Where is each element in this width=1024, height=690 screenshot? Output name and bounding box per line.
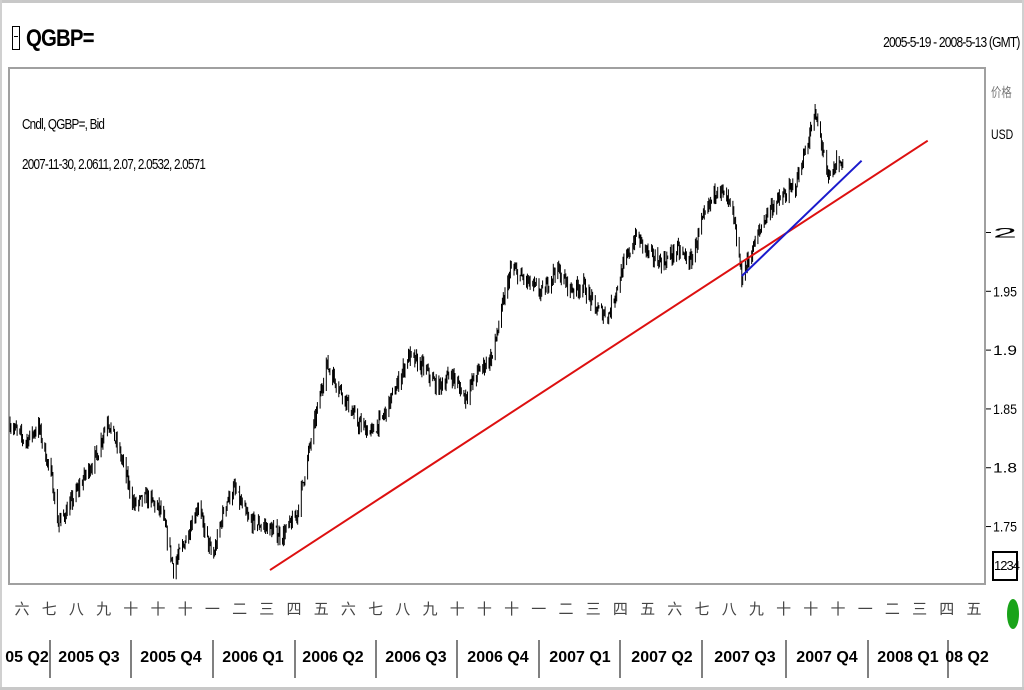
long-trendline (269, 139, 929, 571)
last-bar-info: 2007-11-30, 2.0611, 2.07, 2.0532, 2.0571 (22, 156, 206, 173)
x-quarter-label: 2006 Q1 (222, 649, 283, 666)
x-month-label: 二 (885, 600, 900, 618)
x-month-label: 十 (830, 600, 845, 618)
x-month-label: 九 (422, 600, 437, 618)
x-month-label: 四 (286, 600, 301, 618)
x-month-label: 四 (939, 600, 954, 618)
x-month-label: 五 (640, 600, 655, 618)
x-month-label: 三 (259, 600, 274, 618)
x-quarter-label: 2007 Q1 (549, 649, 610, 666)
x-month-label: 一 (531, 600, 546, 618)
x-month-label: 八 (69, 600, 84, 618)
x-month-label: 八 (722, 600, 737, 618)
x-quarter-label: 2008 Q1 (877, 649, 938, 666)
x-quarter-label: 2007 Q4 (796, 649, 857, 666)
x-month-label: 二 (232, 600, 247, 618)
x-quarter-label: 2007 Q3 (714, 649, 775, 666)
price-axis-label: 价格 (991, 85, 1012, 100)
short-trendline (741, 159, 863, 277)
x-quarter-label: 2005 Q3 (58, 649, 119, 666)
y-tick-label: 1.95 (993, 283, 1017, 299)
x-month-label: 六 (14, 600, 29, 618)
x-month-label: 十 (776, 600, 791, 618)
x-month-label: 十 (477, 600, 492, 618)
y-tick-label: 1.85 (993, 401, 1017, 417)
y-tick-label: 2 (993, 224, 1018, 240)
x-month-label: 十 (504, 600, 519, 618)
chart-window-icon[interactable] (12, 26, 20, 50)
x-quarter-label: 05 Q2 (5, 649, 49, 666)
price-value-box[interactable]: 1234 (992, 551, 1020, 581)
x-month-label: 一 (205, 600, 220, 618)
instrument-info: Cndl, QGBP=, Bid (22, 116, 105, 133)
x-quarter-label: 2005 Q4 (140, 649, 201, 666)
x-month-label: 十 (150, 600, 165, 618)
plot-area[interactable] (8, 67, 986, 585)
x-month-label: 二 (558, 600, 573, 618)
x-quarter-label: 2006 Q4 (467, 649, 528, 666)
x-month-label: 十 (178, 600, 193, 618)
y-tick-label: 1.75 (993, 519, 1017, 535)
x-month-label: 五 (966, 600, 981, 618)
candles-group (9, 104, 844, 580)
x-month-label: 六 (341, 600, 356, 618)
x-month-label: 六 (667, 600, 682, 618)
chart-title: QGBP= (26, 25, 95, 52)
y-tick-label: 1.8 (993, 460, 1017, 476)
scroll-knob-icon[interactable] (1007, 599, 1019, 629)
x-month-label: 八 (395, 600, 410, 618)
x-month-label: 十 (803, 600, 818, 618)
window-bottom-border (0, 687, 1024, 690)
x-month-label: 三 (912, 600, 927, 618)
x-month-label: 三 (586, 600, 601, 618)
x-month-label: 十 (123, 600, 138, 618)
x-month-label: 七 (42, 600, 57, 618)
x-month-label: 七 (694, 600, 709, 618)
x-month-label: 五 (314, 600, 329, 618)
x-quarter-label: 2007 Q2 (631, 649, 692, 666)
x-month-label: 九 (96, 600, 111, 618)
window-right-border (1022, 0, 1024, 690)
currency-label: USD (991, 126, 1014, 142)
window-top-border (0, 0, 1024, 3)
y-tick-label: 1.9 (993, 342, 1017, 358)
y-axis: 2 1.95 1.9 1.85 1.8 1.75 (986, 224, 1018, 535)
window-left-border (0, 0, 2, 690)
x-month-label: 九 (749, 600, 764, 618)
x-quarter-label: 2006 Q2 (302, 649, 363, 666)
x-quarter-label: 08 Q2 (945, 649, 989, 666)
x-month-label: 四 (613, 600, 628, 618)
x-axis: 六七八九十十十一二三四五六七八九十十十一二三四五六七八九十十十一二三四五05 Q… (5, 600, 989, 678)
x-quarter-label: 2006 Q3 (385, 649, 446, 666)
x-month-label: 一 (858, 600, 873, 618)
x-month-label: 十 (450, 600, 465, 618)
trendlines-group (269, 139, 929, 571)
date-range-label: 2005-5-19 - 2008-5-13 (GMT) (883, 34, 1021, 51)
x-month-label: 七 (368, 600, 383, 618)
